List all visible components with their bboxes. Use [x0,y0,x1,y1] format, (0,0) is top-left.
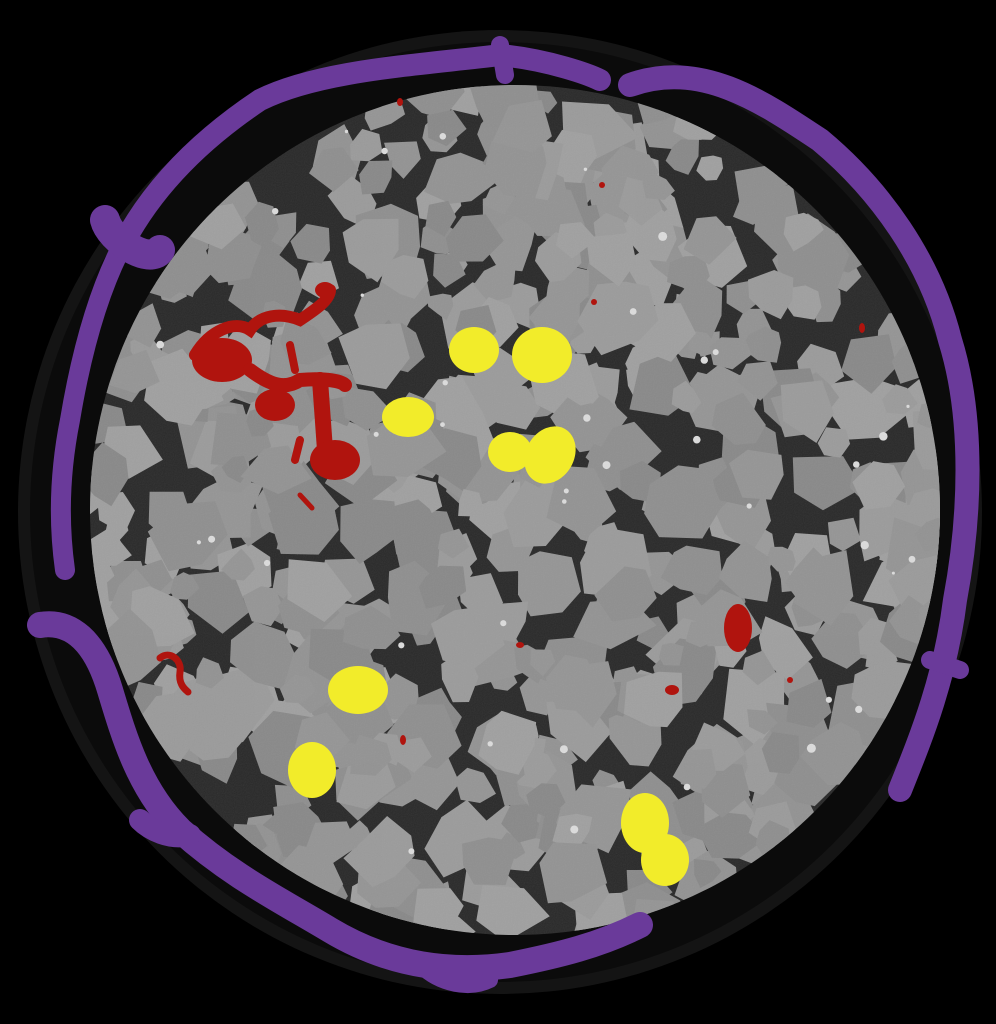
yellow-grain [641,834,689,886]
red-blob [724,604,752,652]
red-blob [859,323,865,333]
red-blob [397,98,403,106]
red-blob [192,338,252,382]
red-blob [255,389,295,421]
yellow-grain [512,327,572,383]
yellow-grain [524,426,576,484]
red-blob [516,642,524,648]
red-blob [400,735,406,745]
yellow-grain [328,666,388,714]
yellow-grain [382,397,434,437]
yellow-grain-markers [288,327,689,886]
yellow-grain [488,432,532,472]
red-blob [591,299,597,305]
red-blob [787,677,793,683]
red-blob [599,182,605,188]
red-blob [310,440,360,480]
red-blob [315,282,335,298]
red-mineral-cluster [156,98,865,745]
yellow-grain [288,742,336,798]
purple-boundary-trace [27,36,980,993]
red-blob [665,685,679,695]
yellow-grain [449,327,499,373]
scan-noise [90,85,940,935]
